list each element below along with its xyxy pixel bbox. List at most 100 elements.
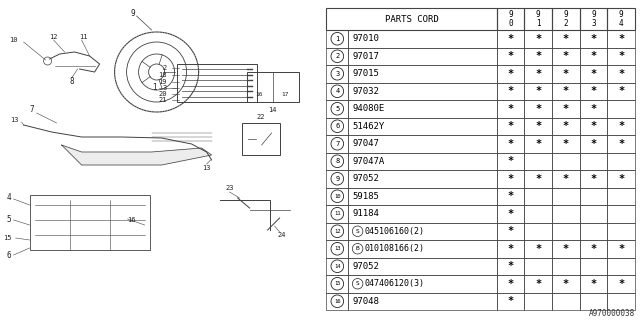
- Bar: [497, 170, 524, 188]
- Text: *: *: [618, 69, 624, 79]
- Bar: [326, 47, 348, 65]
- Bar: [607, 65, 635, 83]
- Bar: [348, 30, 497, 47]
- Text: *: *: [508, 156, 514, 166]
- Bar: [607, 240, 635, 258]
- Text: *: *: [508, 104, 514, 114]
- Bar: [580, 83, 607, 100]
- Bar: [607, 292, 635, 310]
- Text: *: *: [563, 86, 569, 96]
- Bar: [326, 83, 348, 100]
- Bar: [326, 135, 348, 153]
- Bar: [580, 292, 607, 310]
- Text: 21: 21: [158, 97, 166, 103]
- Text: 8: 8: [335, 158, 339, 164]
- Text: 6: 6: [335, 123, 339, 129]
- Text: *: *: [508, 226, 514, 236]
- Bar: [552, 100, 580, 117]
- Text: *: *: [563, 69, 569, 79]
- Bar: [497, 222, 524, 240]
- Text: *: *: [590, 34, 596, 44]
- Bar: [607, 258, 635, 275]
- Bar: [580, 47, 607, 65]
- Bar: [552, 170, 580, 188]
- Text: *: *: [563, 174, 569, 184]
- Bar: [497, 30, 524, 47]
- Text: *: *: [508, 174, 514, 184]
- Bar: [607, 117, 635, 135]
- Text: *: *: [590, 244, 596, 254]
- Text: 51462Y: 51462Y: [353, 122, 385, 131]
- Bar: [348, 100, 497, 117]
- Text: 97048: 97048: [353, 297, 380, 306]
- Bar: [580, 8, 607, 30]
- Bar: [497, 135, 524, 153]
- Bar: [524, 135, 552, 153]
- Bar: [348, 292, 497, 310]
- Text: *: *: [563, 51, 569, 61]
- Text: *: *: [508, 121, 514, 131]
- Bar: [580, 153, 607, 170]
- Bar: [348, 222, 497, 240]
- Text: 2: 2: [335, 53, 339, 59]
- Bar: [552, 258, 580, 275]
- Text: *: *: [508, 191, 514, 201]
- Text: *: *: [563, 279, 569, 289]
- Bar: [497, 8, 524, 30]
- Text: 24: 24: [277, 232, 286, 238]
- Bar: [580, 205, 607, 222]
- Text: 91184: 91184: [353, 209, 380, 218]
- Bar: [326, 170, 348, 188]
- Text: *: *: [590, 279, 596, 289]
- Bar: [580, 188, 607, 205]
- Bar: [524, 83, 552, 100]
- Text: *: *: [508, 51, 514, 61]
- Bar: [552, 65, 580, 83]
- Bar: [326, 117, 348, 135]
- Text: S: S: [356, 229, 360, 234]
- Bar: [326, 240, 348, 258]
- Bar: [497, 205, 524, 222]
- Bar: [524, 170, 552, 188]
- Bar: [607, 153, 635, 170]
- Bar: [607, 135, 635, 153]
- Text: *: *: [590, 104, 596, 114]
- Text: 7: 7: [29, 106, 34, 115]
- Text: *: *: [563, 139, 569, 149]
- Text: 10: 10: [334, 194, 340, 199]
- Text: *: *: [563, 121, 569, 131]
- Bar: [552, 8, 580, 30]
- Text: *: *: [590, 69, 596, 79]
- Bar: [580, 170, 607, 188]
- Text: 9
2: 9 2: [563, 10, 568, 28]
- Bar: [348, 188, 497, 205]
- Bar: [524, 258, 552, 275]
- Bar: [348, 47, 497, 65]
- Bar: [607, 47, 635, 65]
- Text: 9: 9: [131, 10, 135, 19]
- Text: 11: 11: [334, 211, 340, 216]
- Text: 12: 12: [334, 229, 340, 234]
- Text: *: *: [535, 104, 541, 114]
- Text: 18: 18: [158, 72, 166, 78]
- Bar: [580, 65, 607, 83]
- Bar: [580, 100, 607, 117]
- Bar: [348, 117, 497, 135]
- Text: *: *: [535, 86, 541, 96]
- Text: B: B: [356, 246, 360, 251]
- Bar: [552, 47, 580, 65]
- Bar: [607, 275, 635, 292]
- Text: *: *: [508, 261, 514, 271]
- Text: *: *: [508, 279, 514, 289]
- Text: 9
4: 9 4: [619, 10, 623, 28]
- Text: 7: 7: [335, 141, 339, 147]
- Bar: [326, 205, 348, 222]
- Text: *: *: [535, 139, 541, 149]
- Bar: [580, 275, 607, 292]
- Text: *: *: [590, 86, 596, 96]
- Bar: [524, 8, 552, 30]
- Bar: [497, 188, 524, 205]
- Bar: [326, 65, 348, 83]
- Bar: [177, 64, 257, 102]
- Text: 8: 8: [69, 77, 74, 86]
